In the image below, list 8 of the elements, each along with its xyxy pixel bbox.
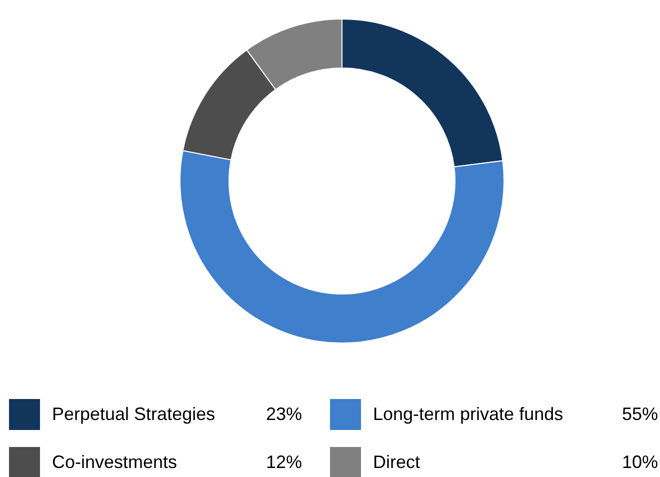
data-label: 23%	[266, 404, 302, 424]
data-label: 10%	[622, 452, 658, 472]
legend-label: Co-investments	[52, 452, 178, 472]
legend-label: Long-term private funds	[373, 404, 564, 424]
legend-label: Direct	[373, 452, 422, 472]
legend-label: Perpetual Strategies	[52, 404, 216, 424]
data-label: 12%	[266, 452, 302, 472]
data-label: 55%	[622, 404, 658, 424]
